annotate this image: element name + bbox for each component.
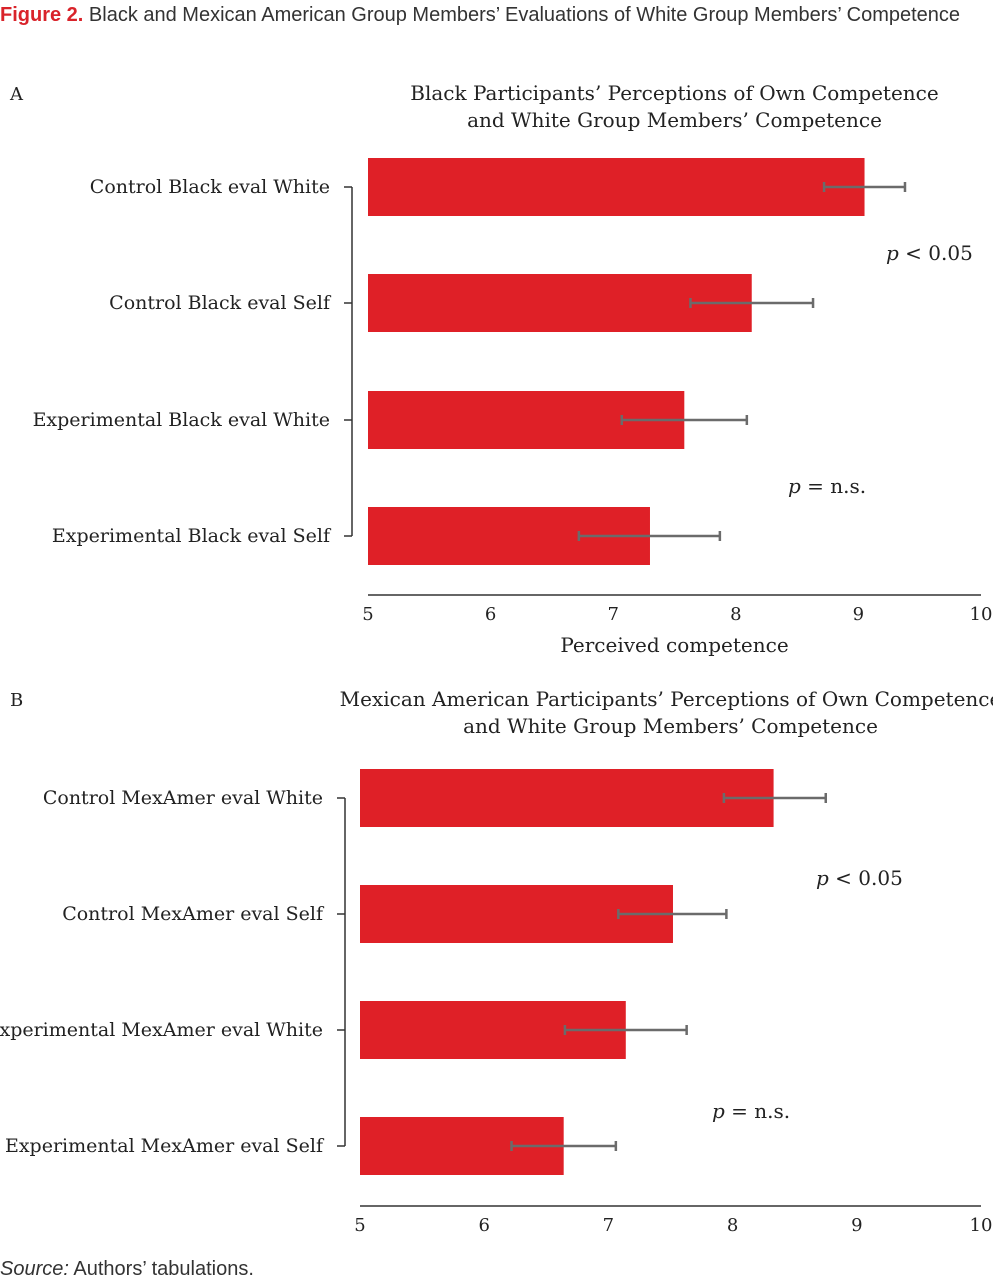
category-label: Control Black eval White	[90, 176, 330, 198]
category-label: Experimental Black eval White	[33, 409, 330, 431]
chart-panel-a: A Black Participants’ Perceptions of Own …	[9, 81, 993, 657]
category-label: Control MexAmer eval Self	[62, 903, 325, 925]
x-tick-label: 8	[727, 1215, 738, 1236]
source-note: Source: Authors’ tabulations.	[0, 1258, 254, 1281]
x-tick-label: 7	[607, 604, 618, 625]
x-tick-label: 9	[851, 1215, 862, 1236]
x-tick-label: 5	[362, 604, 373, 625]
category-label: Experimental MexAmer eval White	[0, 1019, 323, 1041]
significance-annotation: p = n.s.	[788, 474, 866, 498]
x-tick-label: 5	[354, 1215, 365, 1236]
bar	[368, 274, 752, 332]
x-tick-label: 6	[485, 604, 496, 625]
chart-title-a-line-2: and White Group Members’ Competence	[467, 108, 882, 132]
chart-title-a-line-1: Black Participants’ Perceptions of Own C…	[410, 81, 938, 105]
chart-title-b-line-1: Mexican American Participants’ Perceptio…	[340, 687, 993, 711]
category-label: Experimental Black eval Self	[52, 525, 332, 547]
x-tick-label: 6	[478, 1215, 489, 1236]
category-label: Experimental MexAmer eval Self	[5, 1135, 325, 1157]
x-tick-label: 8	[730, 604, 741, 625]
source-label: Source:	[0, 1258, 69, 1280]
x-tick-label: 7	[603, 1215, 614, 1236]
chart-panel-b: B Mexican American Participants’ Percepti…	[0, 687, 993, 1236]
significance-annotation: p < 0.05	[886, 241, 973, 265]
figure-label: Figure 2.	[0, 4, 84, 26]
significance-annotation: p = n.s.	[712, 1099, 790, 1123]
category-label: Control Black eval Self	[109, 292, 332, 314]
x-tick-label: 10	[970, 1215, 993, 1236]
category-label: Control MexAmer eval White	[43, 787, 323, 809]
x-tick-label: 9	[853, 604, 864, 625]
figure-title-text: Black and Mexican American Group Members…	[88, 4, 961, 26]
figure-title: Figure 2. Black and Mexican American Gro…	[0, 0, 980, 30]
source-text: Authors’ tabulations.	[73, 1258, 254, 1280]
x-tick-label: 10	[970, 604, 993, 625]
bar	[368, 158, 865, 216]
chart-title-b-line-2: and White Group Members’ Competence	[463, 714, 878, 738]
panel-label-a: A	[9, 84, 24, 105]
significance-annotation: p < 0.05	[816, 866, 903, 890]
x-axis-label-a: Perceived competence	[560, 633, 788, 657]
panel-label-b: B	[10, 690, 23, 711]
bar	[360, 769, 774, 827]
